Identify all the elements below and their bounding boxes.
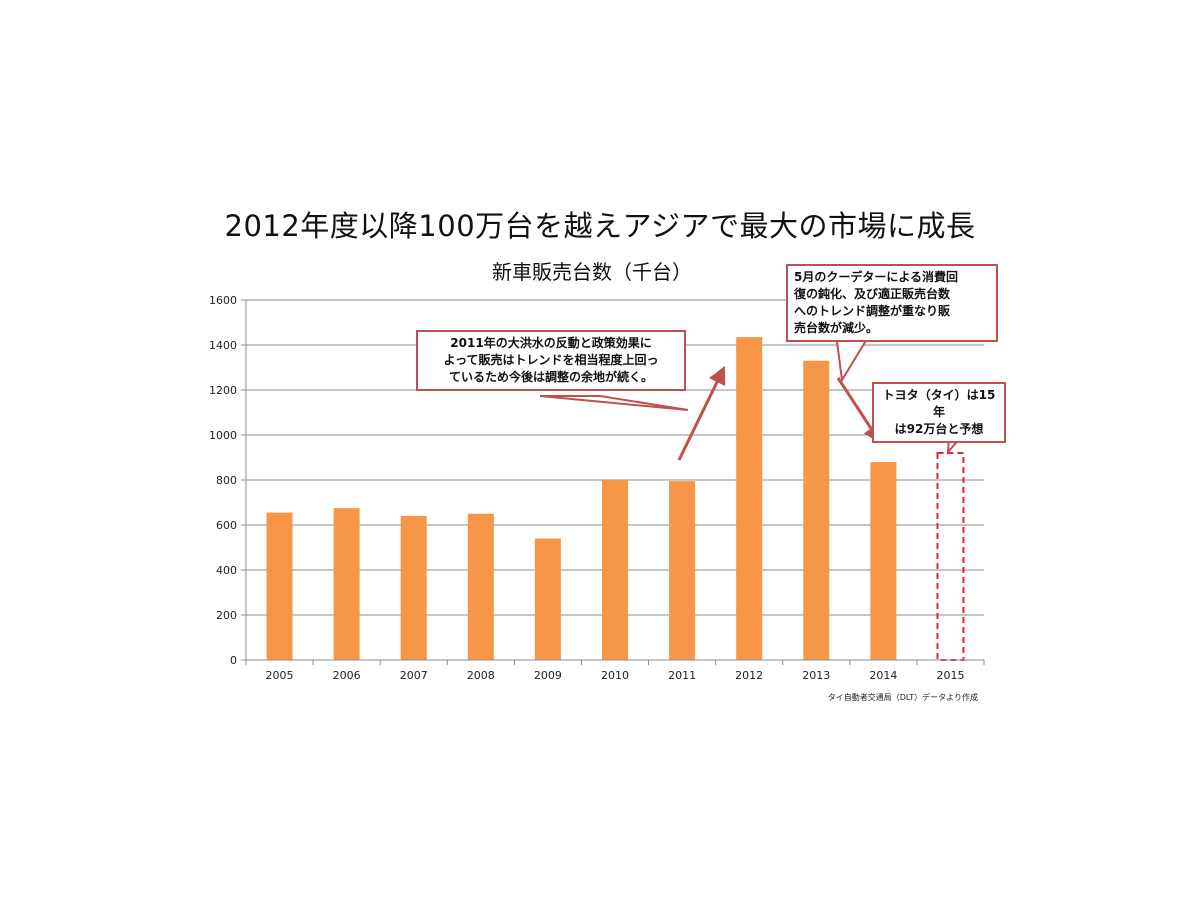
- tick-labels: 0 200 400 600 800 1000 1200 1400 1600 2005 2006 200…: [209, 294, 964, 682]
- bar-2007: [400, 516, 427, 660]
- x-tick-label-2010: 2010: [601, 669, 629, 682]
- y-tick-label-1400: 1400: [209, 339, 237, 352]
- y-tick-label-1000: 1000: [209, 429, 237, 442]
- y-tick-label-1200: 1200: [209, 384, 237, 397]
- bar-2010: [602, 480, 628, 660]
- callout-flood-rebound: 2011年の大洪水の反動と政策効果に よって販売はトレンドを相当程度上回っ てい…: [416, 330, 686, 391]
- bar-2008: [467, 513, 494, 660]
- x-tick-label-2012: 2012: [735, 669, 763, 682]
- y-tick-label-1600: 1600: [209, 294, 237, 307]
- y-tick-label-200: 200: [216, 609, 237, 622]
- y-tick-label-0: 0: [230, 654, 237, 667]
- bars: [266, 337, 965, 661]
- callout-toyota-forecast: トヨタ（タイ）は15年 は92万台と予想: [872, 382, 1006, 443]
- y-tick-label-800: 800: [216, 474, 237, 487]
- bar-2013: [803, 360, 830, 660]
- arrows: [677, 365, 881, 461]
- bar-2011: [669, 481, 696, 660]
- x-tick-label-2009: 2009: [534, 669, 562, 682]
- arrow-decline-2014: [836, 377, 881, 444]
- callout-coup-slowdown: 5月のクーデターによる消費回 復の鈍化、及び適正販売台数 へのトレンド調整が重な…: [786, 264, 998, 342]
- x-tick-label-2013: 2013: [802, 669, 830, 682]
- bar-2006: [333, 508, 360, 660]
- bar-2009: [534, 538, 561, 660]
- x-tick-label-2006: 2006: [333, 669, 361, 682]
- x-tick-label-2005: 2005: [266, 669, 294, 682]
- x-tick-label-2014: 2014: [869, 669, 897, 682]
- pointer-flood: [539, 395, 689, 411]
- bar-2005: [266, 512, 293, 660]
- axes: [245, 300, 985, 665]
- bar-2012: [736, 337, 763, 660]
- y-tick-label-400: 400: [216, 564, 237, 577]
- bar-2014: [870, 462, 897, 660]
- arrow-rise-2012: [677, 365, 726, 461]
- chart-title: 新車販売台数（千台）: [492, 260, 692, 284]
- y-tick-label-600: 600: [216, 519, 237, 532]
- slide-title: 2012年度以降100万台を越えアジアで最大の市場に成長: [224, 209, 976, 243]
- source-note: タイ自動者交通局（DLT）データより作成: [827, 693, 978, 702]
- x-tick-label-2008: 2008: [467, 669, 495, 682]
- x-tick-label-2007: 2007: [400, 669, 428, 682]
- x-tick-label-2011: 2011: [668, 669, 696, 682]
- x-tick-label-2015: 2015: [936, 669, 964, 682]
- forecast-bar-2015: [936, 452, 965, 661]
